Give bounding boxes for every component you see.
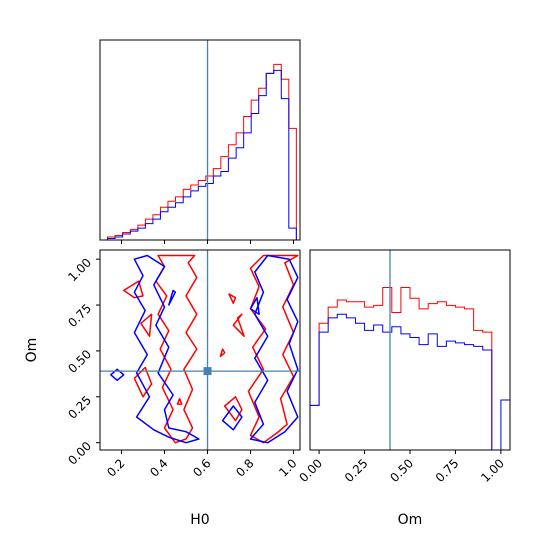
om-histogram-frame (309, 249, 511, 451)
joint-ytick-label: 0.25 (65, 393, 94, 422)
blue-h0-histogram (100, 69, 297, 240)
red-contour (155, 254, 198, 444)
joint-xtick-label: 0.4 (147, 456, 170, 479)
red-contour (176, 397, 183, 405)
om-xtick-label: 1.00 (478, 456, 507, 485)
blue-contour (249, 296, 260, 315)
joint-frame (99, 249, 301, 451)
y-axis-label-om: Om (24, 338, 40, 363)
red-contour (219, 348, 226, 358)
om-xtick-label: 0.50 (387, 456, 416, 485)
red-contour (232, 313, 245, 337)
blue-contour (110, 368, 125, 382)
red-contour (228, 293, 237, 304)
x-axis-label-om: Om (398, 512, 423, 528)
blue-contour (249, 254, 299, 444)
om-xtick-label: 0.75 (433, 456, 462, 485)
om-xtick-label: 0.00 (296, 456, 325, 485)
joint-ytick-label: 0.00 (65, 439, 94, 468)
red-h0-histogram (100, 63, 297, 240)
joint-ytick-label: 0.75 (65, 301, 94, 330)
x-axis-label-h0: H0 (190, 512, 209, 528)
blue-contour (133, 254, 200, 444)
joint-xtick-label: 0.2 (104, 456, 127, 479)
blue-contour (221, 405, 243, 431)
truth-marker (203, 367, 212, 376)
om-xtick-label: 0.25 (342, 456, 371, 485)
h0-histogram-panel (99, 39, 301, 244)
joint-ytick-label: 0.50 (65, 347, 94, 376)
joint-ytick-label: 1.00 (65, 255, 94, 284)
blue-om-histogram (310, 313, 510, 450)
joint-xtick-label: 0.8 (233, 456, 256, 479)
red-contour (122, 280, 144, 299)
red-contour (140, 313, 153, 337)
joint-contour-panel: 0.2 0.4 0.6 0.8 1.00.000.250.500.751.00 (65, 249, 301, 480)
red-contour (223, 396, 243, 422)
red-om-histogram (310, 287, 510, 450)
h0-histogram-frame (99, 39, 301, 241)
joint-xtick-label: 0.6 (190, 456, 213, 479)
blue-contour (168, 289, 177, 306)
om-histogram-panel: 0.00 0.25 0.50 0.75 1.00 (296, 249, 511, 485)
